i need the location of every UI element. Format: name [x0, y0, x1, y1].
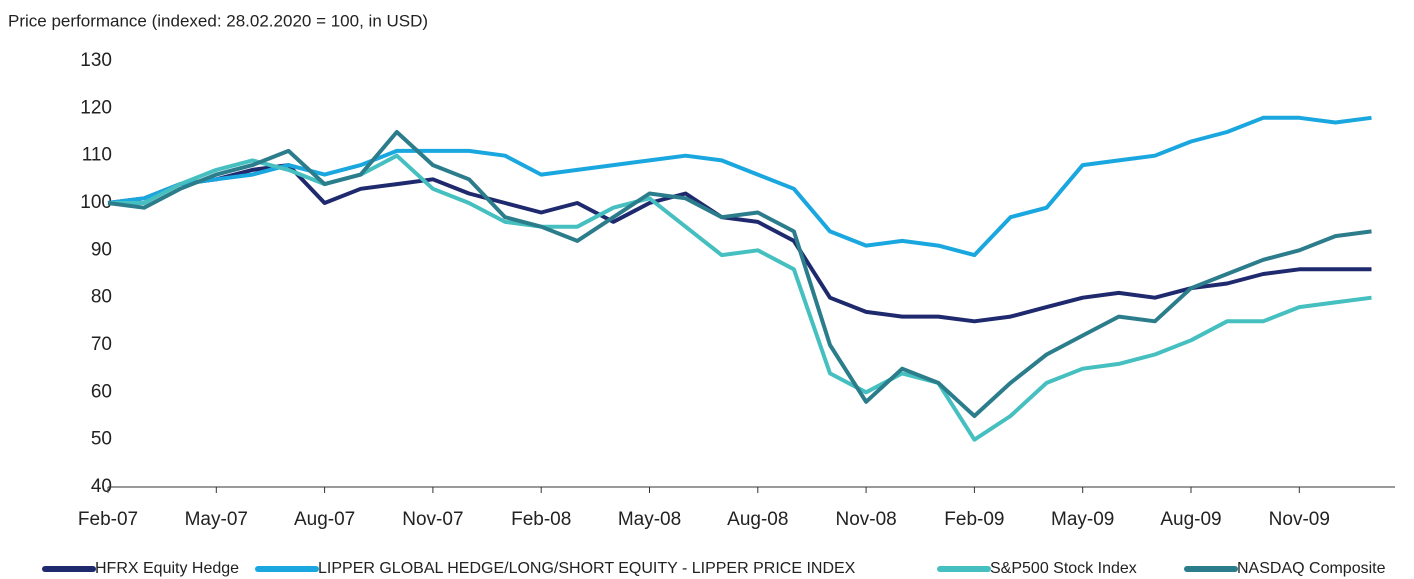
x-tick-label: Feb-09 [944, 509, 1004, 530]
series-line [107, 130, 1372, 418]
x-tick-label: May-07 [185, 509, 248, 530]
x-tick-label: Aug-09 [1160, 509, 1221, 530]
chart-title: Price performance (indexed: 28.02.2020 =… [8, 11, 428, 30]
y-tick-label: 40 [91, 476, 112, 497]
x-tick-label: Feb-08 [511, 509, 571, 530]
y-tick-label: 110 [82, 145, 112, 166]
x-tick-label: Nov-08 [835, 509, 896, 530]
x-tick-label: Nov-07 [402, 509, 463, 530]
x-tick-label: Feb-07 [78, 509, 138, 530]
x-tick-label: Nov-09 [1269, 509, 1330, 530]
legend-label: NASDAQ Composite [1237, 560, 1386, 577]
legend-label: LIPPER GLOBAL HEDGE/LONG/SHORT EQUITY - … [318, 560, 856, 577]
y-tick-label: 100 [80, 192, 112, 213]
x-tick-label: Aug-07 [294, 509, 355, 530]
x-tick-label: May-08 [618, 509, 681, 530]
y-tick-label: 70 [91, 334, 112, 355]
y-tick-label: 50 [91, 429, 112, 450]
series-line [107, 163, 1372, 324]
y-tick-label: 90 [91, 239, 112, 260]
legend-label: S&P500 Stock Index [990, 560, 1137, 577]
y-tick-label: 130 [80, 50, 112, 71]
x-tick-label: Aug-08 [727, 509, 788, 530]
y-tick-label: 80 [91, 287, 112, 308]
series-line [108, 153, 1372, 442]
legend-label: HFRX Equity Hedge [95, 560, 239, 577]
y-tick-label: 120 [80, 97, 112, 118]
series-line [107, 115, 1372, 258]
x-tick-label: May-09 [1051, 509, 1114, 530]
y-tick-label: 60 [91, 381, 112, 402]
